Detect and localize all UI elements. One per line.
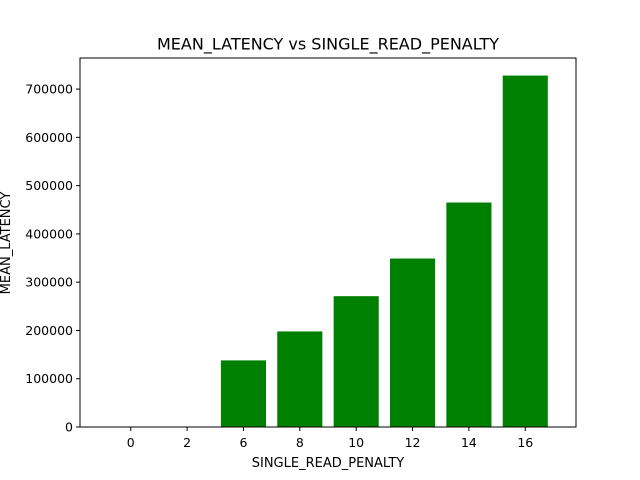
x-ticks-group: 0 2 6 8 10 12 14 16	[127, 427, 533, 450]
y-ticks-group: 0 100000 200000 300000 400000 500000 600000 700…	[25, 82, 80, 435]
x-axis-label: SINGLE_READ_PENALTY	[252, 456, 405, 471]
bar-10	[333, 296, 379, 427]
y-tick-label-700000: 700000	[25, 82, 73, 97]
chart-title: MEAN_LATENCY vs SINGLE_READ_PENALTY	[157, 35, 499, 55]
y-axis-label: MEAN_LATENCY	[0, 192, 14, 295]
bar-8	[277, 331, 323, 427]
bar-16	[502, 75, 548, 427]
x-tick-label-0: 0	[127, 435, 135, 450]
x-tick-label-16: 16	[517, 435, 533, 450]
y-tick-label-600000: 600000	[25, 130, 73, 145]
y-tick-label-300000: 300000	[25, 275, 73, 290]
x-tick-label-6: 6	[239, 435, 247, 450]
y-tick-label-200000: 200000	[25, 323, 73, 338]
bar-14	[446, 202, 492, 427]
x-tick-label-12: 12	[405, 435, 421, 450]
x-tick-label-10: 10	[348, 435, 364, 450]
x-tick-label-2: 2	[183, 435, 191, 450]
y-tick-label-100000: 100000	[25, 371, 73, 386]
y-tick-label-400000: 400000	[25, 226, 73, 241]
bar-6	[220, 360, 266, 427]
y-tick-label-500000: 500000	[25, 178, 73, 193]
x-tick-label-14: 14	[461, 435, 477, 450]
y-tick-label-0: 0	[65, 420, 73, 435]
plot-frame	[79, 57, 577, 428]
bar-12	[390, 258, 436, 427]
bars-group	[220, 75, 548, 427]
x-tick-label-8: 8	[296, 435, 304, 450]
